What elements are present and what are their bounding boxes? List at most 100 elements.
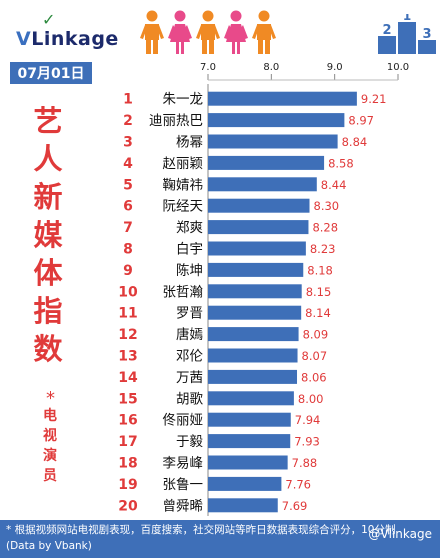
name-label: 迪丽热巴 xyxy=(149,113,203,129)
bar xyxy=(208,262,304,277)
value-label: 8.23 xyxy=(310,242,336,256)
rank-label: 11 xyxy=(118,306,137,322)
rank-label: 4 xyxy=(123,156,133,172)
name-label: 阮经天 xyxy=(163,199,204,215)
name-label: 郑爽 xyxy=(176,220,203,236)
rank-label: 20 xyxy=(118,498,138,514)
logo-text: VLinkage xyxy=(16,28,119,50)
name-label: 张鲁一 xyxy=(163,477,204,493)
rank-label: 10 xyxy=(118,284,138,300)
bar xyxy=(208,348,298,363)
name-label: 李易峰 xyxy=(163,456,204,472)
title-column: 艺人新媒体指数 * 电视演员 xyxy=(18,88,78,528)
value-label: 8.30 xyxy=(314,199,340,213)
footnote: * 根据视频网站电视剧表现，百度搜索，社交网站等昨日数据表现综合评分，10分制 xyxy=(6,524,396,536)
name-label: 张哲瀚 xyxy=(163,284,204,300)
title-star: * xyxy=(46,388,55,409)
chart-subtitle: 电视演员 xyxy=(43,408,57,484)
bar xyxy=(208,305,302,320)
rank-label: 12 xyxy=(118,327,137,343)
bar xyxy=(208,155,325,170)
value-label: 8.28 xyxy=(312,221,338,235)
value-label: 9.21 xyxy=(361,92,387,106)
bar xyxy=(208,91,357,106)
svg-text:1: 1 xyxy=(403,14,411,23)
bar xyxy=(208,455,288,470)
name-label: 于毅 xyxy=(176,433,203,450)
vlinkage-logo: ✓ VLinkage xyxy=(8,10,118,50)
value-label: 8.97 xyxy=(348,114,374,128)
value-label: 7.93 xyxy=(294,435,320,449)
svg-text:3: 3 xyxy=(422,27,431,42)
rank-label: 15 xyxy=(118,391,137,407)
name-label: 邓伦 xyxy=(176,349,203,365)
bar xyxy=(208,241,306,256)
logo-check-icon: ✓ xyxy=(42,10,56,29)
bar xyxy=(208,220,309,235)
value-label: 8.00 xyxy=(298,392,324,406)
person-icon xyxy=(224,10,248,54)
value-label: 8.14 xyxy=(305,306,331,320)
person-icon xyxy=(140,10,164,54)
rank-label: 17 xyxy=(118,434,137,450)
data-credit: (Data by Vbank) xyxy=(6,540,92,552)
value-label: 8.15 xyxy=(306,285,332,299)
name-label: 杨幂 xyxy=(176,135,203,151)
rank-label: 2 xyxy=(123,113,133,129)
bar xyxy=(208,434,291,449)
value-label: 8.07 xyxy=(302,349,328,363)
rank-label: 19 xyxy=(118,477,137,493)
value-label: 8.18 xyxy=(307,263,333,277)
rank-label: 13 xyxy=(118,349,137,365)
bar-chart: 7.0 8.0 9.0 10.0 1 朱一龙 2 迪丽热巴 3 杨幂 4 赵丽颖 5 鞠婧祎 6 阮经天 7 郑爽… xyxy=(118,62,409,516)
bar xyxy=(208,476,282,491)
person-icon xyxy=(196,10,220,54)
name-label: 万茜 xyxy=(176,370,203,386)
x-tick-label: 8.0 xyxy=(263,62,279,73)
rank-label: 1 xyxy=(123,92,133,108)
watermark: @Vlinkage xyxy=(368,527,432,541)
rank-label: 7 xyxy=(123,220,133,236)
rank-label: 6 xyxy=(123,199,133,215)
bar xyxy=(208,134,338,149)
rank-label: 16 xyxy=(118,413,137,429)
date-label: 07月01日 xyxy=(10,62,92,84)
name-label: 曾舜晞 xyxy=(163,498,204,514)
value-label: 8.58 xyxy=(328,156,354,170)
name-label: 陈坤 xyxy=(176,262,203,279)
chart-title: 艺人新媒体指数 xyxy=(33,104,63,366)
name-label: 胡歌 xyxy=(176,391,203,407)
name-label: 赵丽颖 xyxy=(163,156,204,172)
bar xyxy=(208,113,345,128)
footer-bar: * 根据视频网站电视剧表现，百度搜索，社交网站等昨日数据表现综合评分，10分制 … xyxy=(0,520,440,558)
rank-label: 9 xyxy=(123,263,133,279)
rank-label: 18 xyxy=(118,456,137,472)
value-label: 8.09 xyxy=(303,328,329,342)
bar xyxy=(208,284,302,299)
value-label: 8.06 xyxy=(301,370,327,384)
x-tick-label: 7.0 xyxy=(200,62,216,73)
bar xyxy=(208,327,299,342)
name-label: 罗晋 xyxy=(176,306,203,322)
bar xyxy=(208,498,278,513)
value-label: 7.69 xyxy=(282,499,308,513)
rank-label: 14 xyxy=(118,370,138,386)
value-label: 7.88 xyxy=(292,456,318,470)
name-label: 白宇 xyxy=(176,242,203,258)
rank-label: 8 xyxy=(123,242,133,258)
name-label: 鞠婧祎 xyxy=(163,177,204,193)
bar xyxy=(208,391,294,406)
value-label: 8.44 xyxy=(321,178,347,192)
person-icon xyxy=(168,10,192,54)
bar xyxy=(208,198,310,213)
bar xyxy=(208,369,298,384)
person-icon xyxy=(252,10,276,54)
x-tick-label: 9.0 xyxy=(327,62,343,73)
value-label: 7.76 xyxy=(285,477,311,491)
people-icons xyxy=(140,10,276,54)
value-label: 8.84 xyxy=(342,135,368,149)
bar xyxy=(208,412,291,427)
bar xyxy=(208,177,317,192)
podium-icon: 2 1 3 xyxy=(378,14,436,54)
value-label: 7.94 xyxy=(295,413,321,427)
